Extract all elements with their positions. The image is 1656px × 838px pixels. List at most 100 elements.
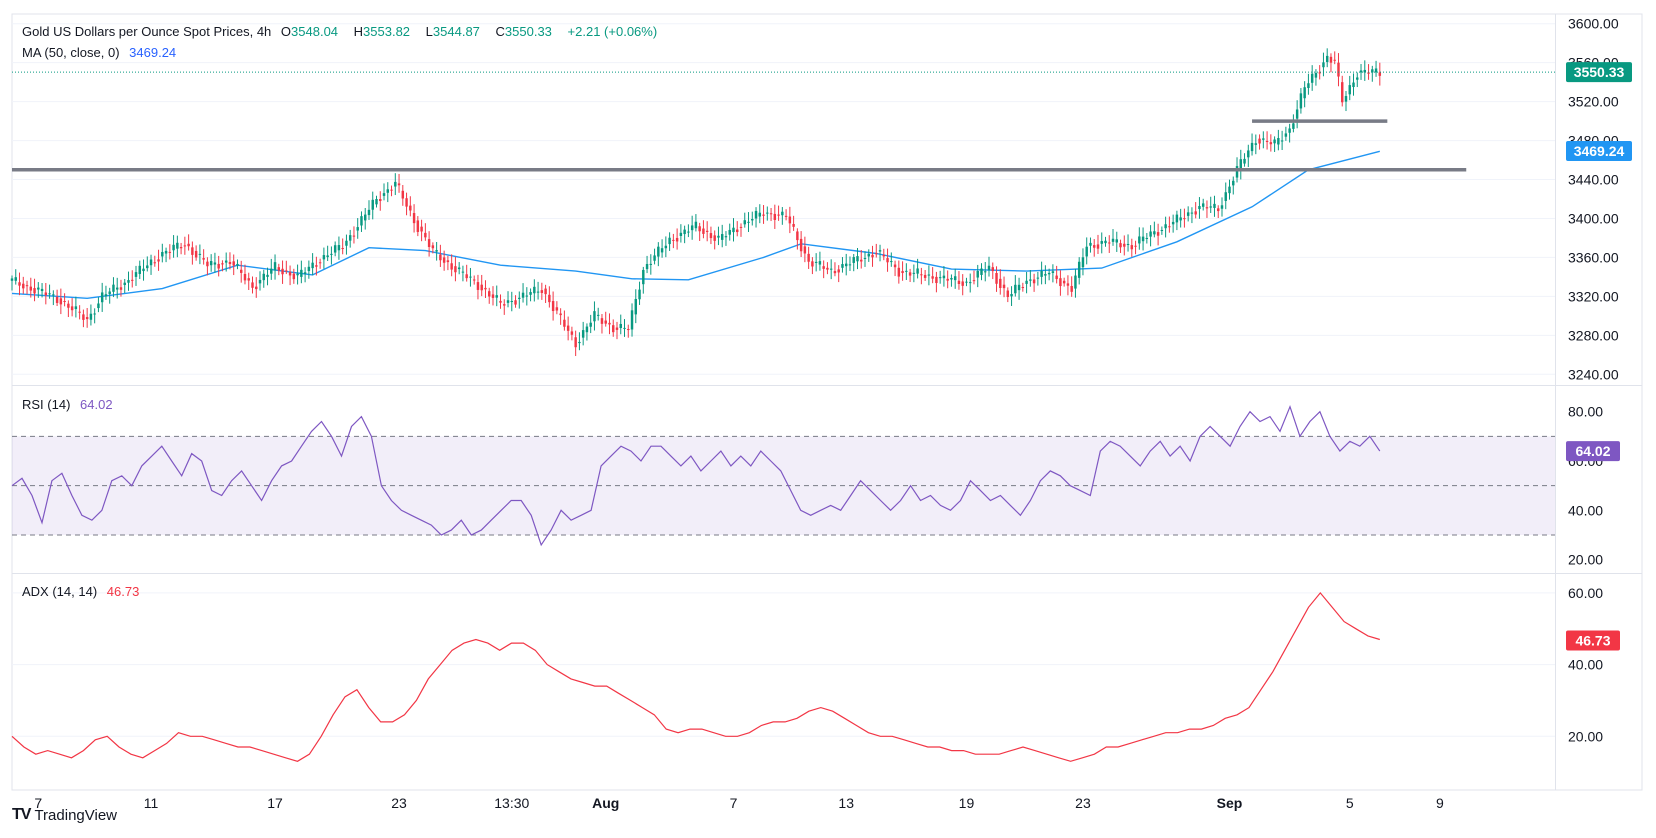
candle-body — [360, 216, 363, 226]
support-levels — [12, 119, 1467, 172]
candle-body — [1171, 221, 1175, 225]
candle-body — [751, 219, 754, 221]
candle-body — [1025, 280, 1028, 284]
candle-body — [442, 257, 446, 263]
candle-body — [702, 228, 705, 234]
candle-body — [1356, 77, 1359, 80]
candle-body — [1232, 180, 1235, 186]
candle-body — [454, 266, 457, 273]
candle-body — [469, 276, 472, 278]
candle-body — [326, 255, 329, 258]
rsi-legend[interactable]: RSI (14) 64.02 — [22, 397, 119, 412]
candle-body — [867, 253, 870, 257]
candle-body — [604, 320, 607, 324]
candle-body — [206, 261, 209, 267]
candle-body — [194, 250, 198, 258]
candle-body — [232, 261, 235, 266]
candle-body — [420, 226, 423, 232]
candle-body — [600, 318, 604, 324]
candle-body — [593, 311, 596, 322]
candle-body — [401, 190, 405, 199]
candle-body — [818, 261, 822, 265]
candle-body — [431, 245, 435, 249]
candle-body — [93, 313, 96, 315]
candle-body — [987, 265, 991, 270]
candle-body — [183, 245, 187, 247]
candle-body — [424, 232, 427, 238]
candle-body — [405, 198, 408, 207]
candle-body — [510, 301, 513, 303]
candle-body — [70, 306, 74, 311]
candle-body — [657, 246, 660, 257]
candle-body — [258, 279, 262, 284]
candle-body — [784, 215, 788, 217]
candle-body — [1066, 283, 1070, 286]
candle-body — [1059, 278, 1062, 287]
candle-body — [533, 286, 536, 294]
tradingview-brand[interactable]: TV TradingView — [12, 806, 117, 824]
last-price-tag — [1566, 62, 1632, 83]
time-tick-label: Aug — [592, 795, 619, 811]
rsi-band-fill — [12, 436, 1555, 535]
candle-body — [521, 292, 525, 298]
candle-body — [240, 269, 243, 273]
time-tick-label: 13:30 — [494, 795, 529, 811]
candle-body — [243, 273, 247, 281]
candle-body — [709, 233, 713, 239]
rsi-line — [11, 404, 1381, 547]
price-tick-label: 3360.00 — [1568, 249, 1619, 265]
candle-body — [833, 271, 837, 274]
candle-body — [769, 213, 773, 215]
candle-body — [777, 214, 780, 216]
low-value: 3544.87 — [432, 24, 480, 39]
candle-body — [472, 279, 476, 281]
candle-body — [1269, 142, 1273, 145]
candle-body — [1119, 243, 1122, 248]
candle-body — [612, 325, 615, 333]
candle-body — [236, 263, 239, 266]
candle-body — [668, 237, 671, 245]
candle-body — [551, 301, 555, 312]
candle-body — [623, 327, 626, 329]
candle-body — [1179, 217, 1182, 221]
adx-legend[interactable]: ADX (14, 14) 46.73 — [22, 584, 145, 599]
candle-body — [506, 300, 510, 303]
price-tick-label: 3600.00 — [1568, 16, 1619, 32]
candle-body — [1250, 142, 1254, 152]
candle-body — [1209, 206, 1212, 208]
time-tick-label: 7 — [730, 795, 738, 811]
ma-value-tag — [1566, 141, 1632, 162]
adx-legend-label: ADX (14, 14) — [22, 584, 98, 599]
candle-body — [356, 227, 359, 231]
candle-body — [649, 263, 653, 265]
candle-body — [176, 242, 179, 249]
candle-body — [146, 265, 149, 269]
change-value: +2.21 (+0.06%) — [567, 24, 658, 39]
candle-body — [961, 281, 964, 286]
rsi-tick-label: 20.00 — [1568, 552, 1603, 568]
candle-body — [179, 247, 183, 249]
candle-body — [837, 269, 840, 273]
rsi-tick-label: 40.00 — [1568, 502, 1603, 518]
candle-body — [882, 254, 886, 257]
rsi-legend-value: 64.02 — [80, 397, 113, 412]
candle-body — [1081, 257, 1085, 268]
candle-body — [499, 300, 502, 303]
candle-body — [1367, 72, 1370, 74]
candle-body — [221, 263, 224, 265]
candle-body — [25, 285, 29, 287]
candle-body — [161, 251, 164, 257]
candle-body — [1344, 96, 1348, 102]
candle-body — [1055, 275, 1058, 280]
candle-body — [980, 268, 983, 275]
adx-tick-label: 20.00 — [1568, 728, 1603, 744]
candle-body — [409, 205, 412, 211]
ma-legend[interactable]: MA (50, close, 0) 3469.24 — [22, 45, 182, 60]
candle-body — [89, 313, 93, 320]
candle-body — [1156, 232, 1160, 236]
candle-body — [134, 272, 138, 277]
price-grid — [12, 23, 1555, 375]
time-axis[interactable]: 7 11 17 23 13:30 Aug 7 13 19 23 Sep 5 9 — [34, 795, 1444, 811]
